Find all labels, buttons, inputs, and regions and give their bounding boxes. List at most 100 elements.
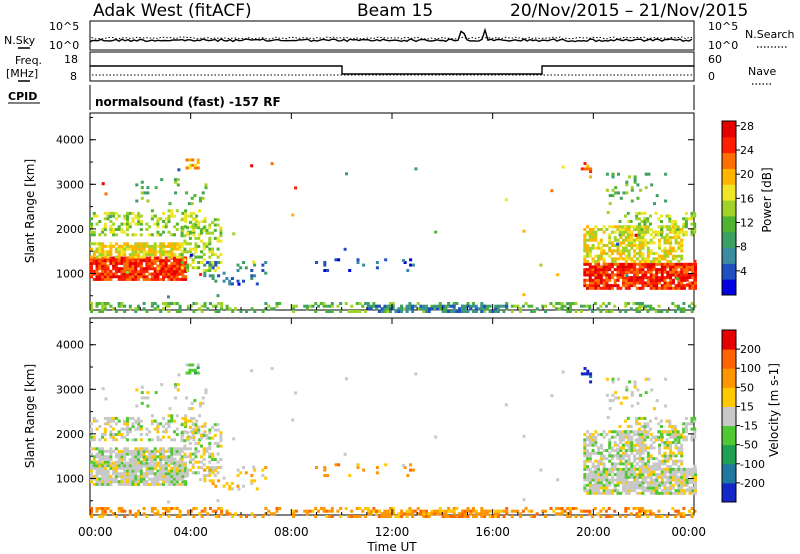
scatter-cell	[278, 507, 282, 510]
scatter-cell	[98, 469, 102, 473]
scatter-cell	[586, 260, 589, 264]
scatter-cell	[597, 449, 601, 452]
scatter-cell	[522, 293, 526, 297]
scatter-cell	[192, 230, 196, 234]
scatter-cell	[585, 304, 589, 308]
scatter-cell	[622, 246, 625, 250]
scatter-cell	[652, 241, 656, 245]
scatter-cell	[640, 435, 644, 439]
scatter-cell	[95, 277, 99, 281]
scatter-cell	[619, 491, 623, 495]
scatter-cell	[131, 472, 135, 476]
scatter-cell	[494, 512, 498, 516]
scatter-cell	[655, 462, 659, 466]
scatter-cell	[114, 233, 118, 237]
scatter-cell	[131, 220, 135, 223]
scatter-cell	[596, 307, 600, 311]
scatter-cell	[114, 466, 118, 470]
scatter-cell	[644, 244, 648, 247]
scatter-cell	[660, 454, 664, 458]
scatter-cell	[134, 253, 138, 256]
scatter-cell	[641, 225, 645, 229]
scatter-cell	[677, 441, 681, 444]
scatter-cell	[95, 304, 99, 308]
scatter-cell	[134, 269, 138, 273]
scatter-cell	[583, 262, 587, 266]
scatter-cell	[98, 447, 102, 451]
scatter-cell	[162, 302, 165, 305]
scatter-cell	[663, 430, 667, 434]
scatter-cell	[422, 310, 426, 313]
scatter-cell	[139, 242, 143, 246]
scatter-cell	[679, 230, 683, 234]
scatter-cell	[602, 467, 606, 471]
scatter-cell	[90, 452, 93, 456]
scatter-cell	[220, 302, 224, 305]
scatter-cell	[652, 483, 656, 487]
scatter-cell	[685, 478, 689, 482]
scatter-cell	[530, 509, 534, 513]
scatter-cell	[436, 512, 439, 516]
scatter-cell	[167, 220, 171, 223]
scatter-cell	[355, 310, 359, 313]
scatter-cell	[597, 433, 601, 436]
scatter-cell	[139, 259, 143, 263]
scatter-cell	[597, 478, 601, 482]
scatter-cell	[159, 482, 163, 486]
scatter-cell	[652, 441, 656, 444]
scatter-cell	[197, 223, 201, 227]
scatter-cell	[666, 276, 670, 280]
scatter-cell	[305, 509, 309, 513]
scatter-cell	[95, 482, 99, 486]
scatter-cell	[117, 228, 121, 231]
scatter-cell	[153, 244, 157, 248]
scatter-cell	[455, 302, 459, 305]
scatter-cell	[112, 469, 116, 473]
scatter-cell	[444, 307, 448, 311]
scatter-cell	[688, 478, 692, 482]
scatter-cell	[380, 515, 384, 518]
scatter-cell	[416, 307, 420, 311]
scatter-cell	[92, 466, 96, 470]
scatter-cell	[167, 269, 171, 273]
scatter-cell	[192, 438, 196, 442]
scatter-cell	[134, 480, 138, 484]
scatter-cell	[167, 267, 171, 271]
scatter-cell	[657, 438, 661, 442]
scatter-cell	[680, 241, 684, 245]
scatter-cell	[614, 191, 618, 195]
scatter-cell	[150, 250, 154, 254]
scatter-cell	[128, 472, 132, 476]
scatter-cell	[599, 304, 603, 308]
scatter-cell	[134, 474, 138, 478]
scatter-cell	[159, 250, 163, 254]
scatter-cell	[159, 253, 163, 256]
scatter-cell	[180, 455, 184, 459]
scatter-cell	[167, 253, 171, 256]
scatter-cell	[184, 220, 188, 223]
scatter-cell	[134, 247, 138, 251]
scatter-cell	[622, 433, 625, 436]
scatter-cell	[691, 262, 695, 266]
scatter-cell	[633, 489, 637, 493]
scatter-cell	[128, 469, 132, 473]
scatter-cell	[627, 507, 631, 510]
scatter-cell	[137, 242, 141, 246]
scatter-cell	[114, 272, 118, 276]
scatter-cell	[641, 481, 645, 485]
scatter-cell	[323, 468, 327, 472]
scatter-cell	[356, 261, 360, 264]
scatter-cell	[319, 507, 323, 510]
scatter-cell	[168, 202, 172, 206]
scatter-cell	[643, 438, 647, 442]
scatter-cell	[181, 469, 185, 473]
scatter-cell	[194, 455, 198, 459]
scatter-cell	[106, 507, 110, 510]
scatter-cell	[173, 277, 176, 281]
scatter-cell	[242, 261, 245, 264]
scatter-cell	[156, 220, 160, 223]
scatter-cell	[140, 401, 144, 405]
scatter-cell	[134, 427, 138, 431]
scatter-cell	[250, 164, 254, 168]
scatter-cell	[106, 214, 110, 218]
